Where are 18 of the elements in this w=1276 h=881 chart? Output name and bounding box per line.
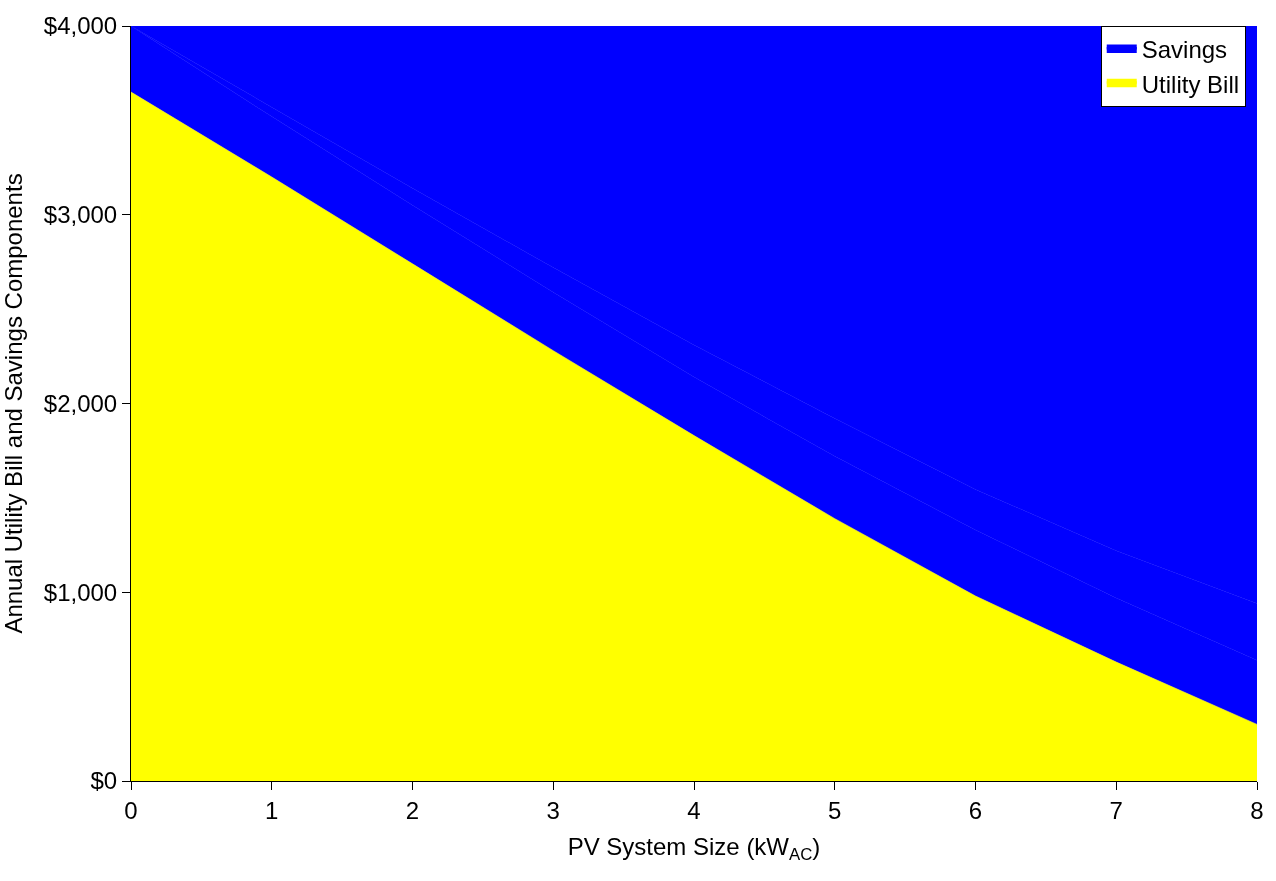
x-tick-label: 2 <box>405 796 420 824</box>
x-axis-title: PV System Size (kW$_{AC}$) <box>567 833 821 865</box>
x-tick-label: 8 <box>1250 796 1264 824</box>
y-tick-label: $1,000 <box>43 578 118 606</box>
legend-label: Savings <box>1141 36 1228 64</box>
x-tick-label: 1 <box>265 796 279 824</box>
x-tick-label: 6 <box>968 796 983 824</box>
y-tick-label: $0 <box>90 767 118 795</box>
x-tick-label: 5 <box>828 796 842 824</box>
y-tick-label: $3,000 <box>43 201 118 229</box>
x-tick-label: 0 <box>124 796 138 824</box>
legend-label: Utility Bill <box>1141 70 1240 98</box>
x-tick-label: 4 <box>687 796 701 824</box>
y-tick-label: $4,000 <box>43 12 118 40</box>
y-tick-label: $2,000 <box>43 389 118 417</box>
x-tick-label: 7 <box>1109 796 1123 824</box>
y-axis-title: Annual Utility Bill and Savings Components <box>0 173 27 634</box>
x-tick-label: 3 <box>546 796 560 824</box>
